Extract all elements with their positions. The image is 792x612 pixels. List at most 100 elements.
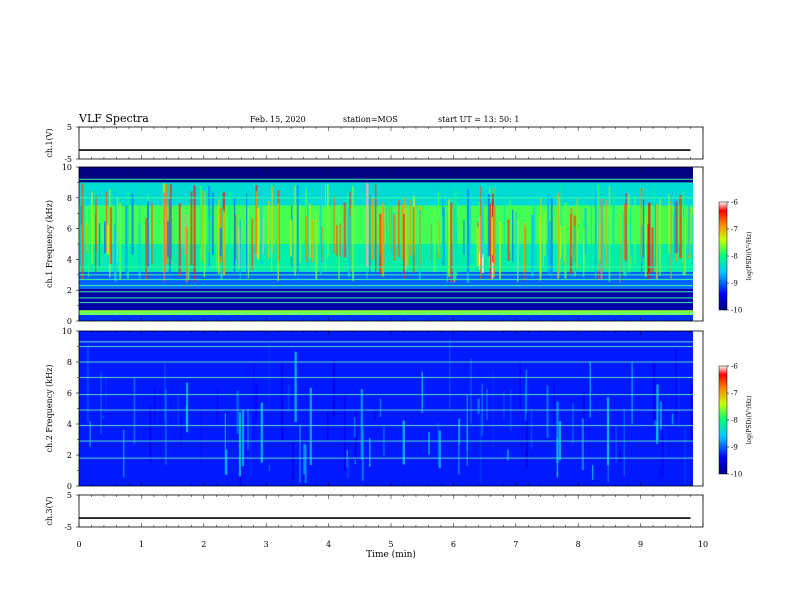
spectrogram-streak [238,227,241,269]
spectrogram-streak [623,409,625,476]
spectrogram-streak [668,194,670,254]
spectrogram-streak [260,187,263,265]
spectrogram-streak [437,191,440,253]
spectrogram-streak [267,200,270,259]
colorbar [718,201,728,311]
spectrogram-streak [184,214,187,255]
spectrogram-streak [581,418,585,471]
spectrogram-streak [549,221,551,276]
spectrogram-band [79,288,693,311]
spectrogram-streak [168,199,171,282]
spectrogram-streak [540,198,542,274]
spectrogram-streak [481,184,483,258]
spectrogram-streak [392,211,394,259]
spectrogram-streak [257,208,260,260]
spectrogram-streak [690,384,693,443]
colorbar-tick-label: -9 [731,444,738,452]
spectrogram-streak [80,224,82,267]
spectrogram-streak [166,220,169,257]
spectrogram-streak [361,427,364,481]
spectrogram-streak [193,185,196,282]
spectrogram-streak [599,223,601,261]
panel-ch1-spectrogram [76,166,729,322]
x-tick-label: 10 [698,540,708,549]
y-tick-label: 4 [67,420,72,429]
spectrogram-streak [448,199,450,277]
spectrogram-streak [255,384,258,419]
spectrogram-streak [379,398,382,418]
spectrogram-streak [339,223,341,257]
y-tick-label: 10 [62,327,72,336]
spectrogram-streak [550,197,553,279]
spectrogram-streak [299,205,302,263]
spectrogram-streak [165,184,168,265]
spectrogram-line [79,376,693,379]
spectrogram-streak [557,193,560,279]
y-tick-label: 8 [67,194,72,203]
spectrogram-streak [187,204,190,279]
spectrogram-streak [178,203,181,277]
spectrogram-streak [478,217,482,270]
spectrogram-streak [369,437,371,467]
spectrogram-streak [251,218,254,270]
spectrogram-streak [618,452,622,461]
spectrogram-streak [81,470,84,485]
spectrogram-streak [122,429,125,478]
spectrogram-streak [321,226,323,263]
spectrogram-streak [204,190,206,272]
spectrogram-line [79,297,693,299]
spectrogram-streak [466,189,470,279]
spectrogram-streak [315,211,318,280]
spectrogram-streak [634,195,636,265]
spectrogram-streak [287,385,290,413]
spectrogram-streak [190,191,193,266]
spectrogram-streak [105,374,107,413]
spectrogram-line [79,457,693,459]
spectrogram-streak [89,421,91,448]
spectrogram-streak [530,409,533,449]
spectrogram-streak [228,191,231,269]
colorbar-tick-label: -8 [731,417,738,425]
spectrogram-streak [102,415,105,419]
spectrogram-streak [600,199,603,280]
spectrogram-streak [268,342,271,411]
spectrogram-streak [480,186,482,281]
spectrogram-line [79,266,693,268]
spectrogram-streak [656,203,658,280]
spectrogram-streak [512,209,514,262]
y-tick-label: 5 [67,491,72,500]
spectrogram-streak [224,413,226,475]
spectrogram-streak [249,413,253,477]
spectrogram-streak [309,387,312,465]
spectrogram-streak [199,404,202,463]
spectrogram-streak [347,208,351,278]
panel-ch3-voltage [76,494,704,528]
spectrogram-streak [233,197,236,279]
spectrogram-streak [386,203,388,262]
x-tick-label: 7 [513,540,518,549]
spectrogram-streak [503,196,506,271]
spectrogram-streak [487,194,491,257]
spectrogram-streak [687,190,690,255]
spectrogram-streak [236,390,239,434]
spectrogram-streak [369,194,371,277]
spectrogram-streak [164,362,166,421]
spectrogram-band [79,331,693,486]
spectrogram-streak [665,459,668,461]
spectrogram-streak [654,420,656,426]
spectrogram-streak [377,430,380,432]
spectrogram-band [79,205,693,244]
y-tick-label: 2 [67,286,72,295]
spectrogram-streak [525,406,528,468]
spectrogram-streak [573,225,577,277]
spectrogram-streak [572,403,574,445]
spectrogram-streak [139,184,141,274]
x-tick-label: 4 [326,540,331,549]
spectrogram-streak [559,212,561,273]
spectrogram-streak [404,208,407,270]
spectrogram-streak [401,204,404,261]
spectrogram-streak [81,183,84,280]
y-tick-label: 6 [67,389,72,398]
panel-ch1-voltage [76,126,704,160]
